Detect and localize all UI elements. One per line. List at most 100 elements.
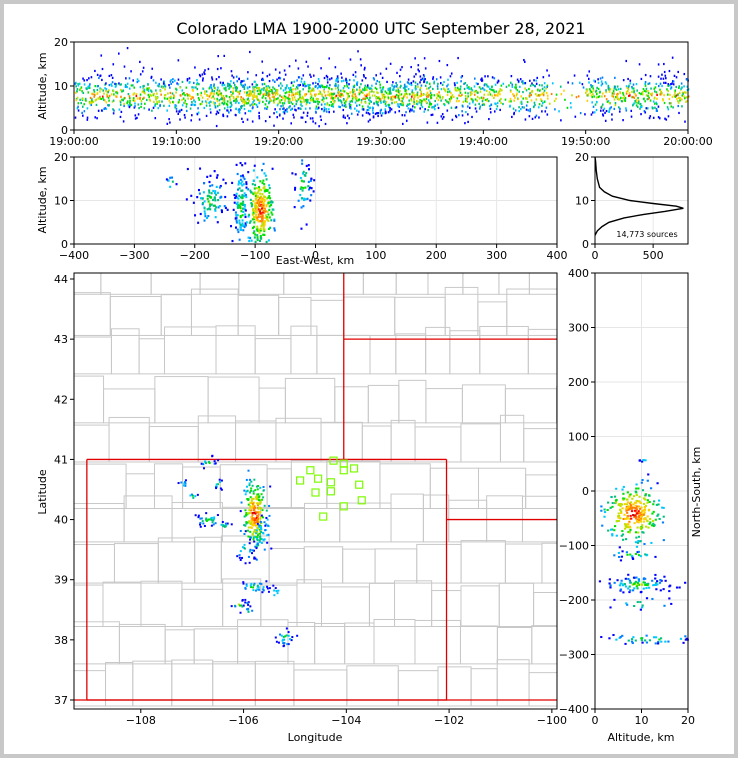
east-west-source — [169, 185, 172, 188]
plan-view-source — [260, 530, 263, 533]
time-altitude-source — [231, 74, 233, 77]
time-altitude-source — [538, 89, 541, 92]
altitude-north-south-source — [642, 459, 645, 462]
time-altitude-source — [499, 88, 502, 91]
time-altitude-source — [342, 90, 345, 93]
plan-view-source — [284, 635, 287, 638]
east-west-source — [268, 205, 271, 208]
time-altitude-source — [521, 102, 523, 105]
east-west-source — [305, 172, 308, 175]
east-west-source — [260, 207, 263, 210]
plan-view-source — [255, 521, 258, 524]
altitude-north-south-source — [662, 506, 665, 509]
plan-view-source — [249, 526, 252, 529]
time-altitude-source — [279, 108, 281, 111]
time-altitude-source — [282, 110, 285, 114]
county-border — [109, 296, 162, 336]
altitude-north-south-source — [633, 604, 636, 607]
time-altitude-source — [105, 82, 107, 85]
time-altitude-source — [630, 109, 633, 112]
time-altitude-source — [368, 113, 371, 116]
time-altitude-source — [679, 96, 682, 100]
time-altitude-source — [85, 87, 88, 90]
east-west-source — [209, 205, 212, 208]
time-altitude-source — [447, 78, 449, 81]
time-altitude-source — [633, 91, 635, 94]
time-altitude-source — [648, 117, 651, 120]
time-altitude-source — [622, 96, 624, 100]
time-altitude-source — [186, 94, 189, 97]
time-altitude-source — [397, 104, 399, 107]
time-altitude-source — [494, 83, 497, 86]
time-altitude-source — [419, 81, 421, 84]
time-altitude-source — [653, 87, 656, 90]
time-altitude-source — [332, 93, 335, 96]
plan-view-source — [245, 584, 248, 587]
east-west-source — [255, 199, 258, 202]
altitude-north-south-source — [646, 520, 649, 523]
time-altitude-source — [513, 111, 516, 115]
time-altitude-source — [104, 107, 107, 110]
time-altitude-source — [351, 94, 354, 97]
time-altitude-source — [468, 106, 471, 109]
altitude-north-south-source — [667, 640, 670, 643]
county-border — [118, 623, 166, 665]
time-altitude-source — [215, 92, 218, 95]
time-altitude-source — [511, 83, 514, 86]
time-altitude-source — [367, 108, 370, 112]
altitude-north-south-source — [657, 513, 660, 516]
time-altitude-source — [258, 111, 260, 115]
time-altitude-source — [221, 96, 223, 100]
altitude-north-south-source — [625, 509, 628, 512]
east-west-source — [267, 239, 270, 242]
plan-view-source — [219, 480, 222, 483]
plan-view-source — [205, 518, 208, 521]
time-altitude-source — [436, 121, 439, 124]
time-altitude-source — [543, 82, 546, 85]
time-altitude-source — [232, 76, 235, 79]
lma-station-marker — [319, 512, 328, 521]
time-altitude-source — [230, 94, 233, 97]
time-altitude-source — [458, 94, 460, 97]
longitude-ticks: −108 −106 −104 −102 −100 — [126, 709, 567, 727]
north-south-xticks: 0 10 20 — [592, 709, 695, 727]
time-altitude-source — [134, 105, 136, 108]
time-altitude-source — [416, 83, 419, 86]
time-altitude-source — [601, 76, 604, 79]
time-altitude-source — [305, 100, 307, 103]
east-west-source — [256, 236, 259, 239]
time-altitude-source — [516, 92, 518, 95]
east-west-source — [263, 229, 266, 233]
time-altitude-source — [293, 105, 296, 108]
altitude-north-south-source — [627, 531, 630, 534]
time-altitude-source — [232, 96, 235, 100]
time-altitude-source — [244, 100, 247, 103]
altitude-north-south-source — [630, 640, 634, 643]
altitude-north-south-source — [622, 517, 625, 520]
plan-view-source — [287, 631, 290, 634]
time-altitude-source — [585, 88, 588, 91]
east-west-source — [261, 169, 264, 172]
longitude-tick-label: −106 — [228, 714, 258, 727]
time-altitude-source — [251, 94, 254, 97]
time-altitude-source — [413, 110, 415, 113]
east-west-source — [241, 197, 244, 200]
time-altitude-source — [353, 89, 355, 92]
east-west-source — [259, 212, 262, 215]
time-altitude-source — [181, 80, 184, 84]
time-altitude-source — [235, 97, 238, 101]
time-altitude-source — [455, 100, 458, 103]
time-altitude-source — [417, 85, 419, 88]
time-altitude-source — [654, 106, 656, 109]
east-west-source — [241, 189, 244, 192]
plan-view-source — [249, 506, 252, 509]
time-altitude-source — [625, 92, 628, 95]
east-west-source — [257, 220, 260, 223]
plan-view-source — [202, 522, 205, 525]
time-altitude-source — [230, 80, 232, 83]
altitude-north-south-source — [627, 587, 630, 590]
time-altitude-source — [613, 92, 615, 95]
east-west-grid — [73, 156, 558, 245]
county-border — [477, 301, 508, 336]
east-west-source — [299, 176, 302, 180]
